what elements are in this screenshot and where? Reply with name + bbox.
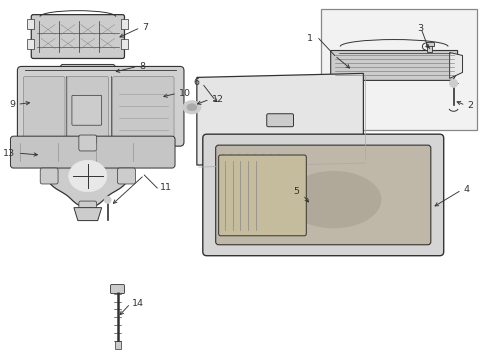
FancyBboxPatch shape bbox=[267, 114, 294, 127]
FancyBboxPatch shape bbox=[111, 285, 124, 293]
FancyBboxPatch shape bbox=[40, 168, 58, 184]
Bar bbox=[122, 39, 128, 49]
Circle shape bbox=[27, 98, 35, 106]
Text: 11: 11 bbox=[160, 184, 172, 193]
Polygon shape bbox=[450, 53, 463, 78]
Text: 2: 2 bbox=[467, 101, 473, 110]
Ellipse shape bbox=[183, 101, 201, 114]
Polygon shape bbox=[197, 73, 364, 165]
FancyBboxPatch shape bbox=[72, 95, 101, 125]
FancyBboxPatch shape bbox=[79, 135, 97, 151]
FancyBboxPatch shape bbox=[203, 134, 444, 256]
Circle shape bbox=[450, 80, 458, 87]
Text: 14: 14 bbox=[132, 299, 145, 308]
Text: 3: 3 bbox=[417, 24, 423, 33]
Ellipse shape bbox=[69, 160, 107, 192]
Polygon shape bbox=[331, 50, 458, 80]
Ellipse shape bbox=[187, 104, 197, 111]
Polygon shape bbox=[47, 145, 128, 207]
FancyBboxPatch shape bbox=[31, 15, 124, 58]
Bar bbox=[115, 341, 121, 349]
Circle shape bbox=[104, 197, 111, 203]
Bar bbox=[27, 19, 34, 28]
Text: 12: 12 bbox=[212, 95, 224, 104]
Bar bbox=[122, 19, 128, 28]
FancyBboxPatch shape bbox=[50, 97, 64, 107]
Text: 5: 5 bbox=[293, 188, 299, 197]
Circle shape bbox=[159, 90, 165, 96]
FancyBboxPatch shape bbox=[113, 76, 174, 138]
Text: 9: 9 bbox=[9, 100, 15, 109]
Text: 10: 10 bbox=[179, 89, 191, 98]
Text: 6: 6 bbox=[194, 78, 200, 87]
Polygon shape bbox=[58, 64, 118, 80]
FancyBboxPatch shape bbox=[24, 76, 65, 138]
Text: 13: 13 bbox=[3, 149, 15, 158]
Text: 1: 1 bbox=[307, 34, 313, 43]
FancyBboxPatch shape bbox=[18, 67, 184, 146]
Bar bbox=[321, 9, 477, 130]
FancyBboxPatch shape bbox=[118, 168, 135, 184]
Ellipse shape bbox=[287, 171, 381, 228]
Text: 8: 8 bbox=[139, 62, 146, 71]
FancyBboxPatch shape bbox=[219, 155, 306, 236]
Text: 7: 7 bbox=[142, 23, 148, 32]
FancyBboxPatch shape bbox=[216, 145, 431, 245]
FancyBboxPatch shape bbox=[10, 136, 175, 168]
Bar bbox=[426, 41, 434, 45]
Polygon shape bbox=[74, 208, 101, 221]
Text: 4: 4 bbox=[464, 185, 469, 194]
FancyBboxPatch shape bbox=[67, 76, 109, 138]
Bar bbox=[27, 39, 34, 49]
Bar bbox=[427, 45, 432, 53]
FancyBboxPatch shape bbox=[79, 201, 97, 217]
